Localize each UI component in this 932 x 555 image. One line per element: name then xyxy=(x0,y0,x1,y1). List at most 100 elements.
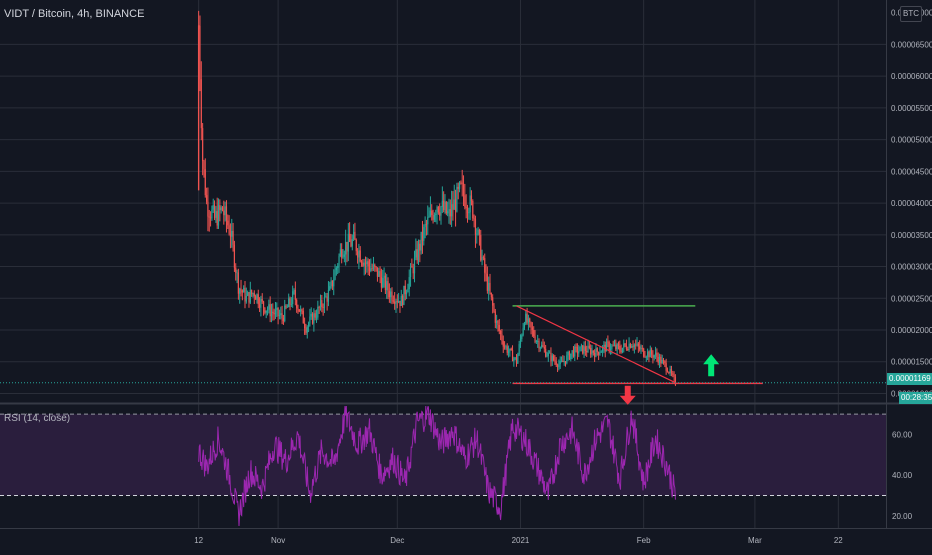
candle-body xyxy=(403,285,405,305)
candle-body xyxy=(417,243,420,261)
candle-body xyxy=(590,347,592,355)
rsi-title[interactable]: RSI (14, close) xyxy=(4,413,71,424)
candle-body xyxy=(523,323,526,328)
candle-body xyxy=(496,321,498,323)
candle-body xyxy=(363,262,365,266)
candle-body xyxy=(411,266,413,268)
price-axis-tick-label: 0.00005500 xyxy=(891,104,932,113)
candle-body xyxy=(346,241,348,252)
candle-body xyxy=(338,256,340,266)
candle-body xyxy=(360,261,363,263)
candle-body xyxy=(501,333,503,341)
price-axis-tick-label: 0.00001500 xyxy=(891,358,932,367)
candle-body xyxy=(318,306,320,308)
candle-body xyxy=(541,344,543,348)
candle-body xyxy=(235,267,237,273)
price-axis-tick-label: 0.00006000 xyxy=(891,72,932,81)
candle-body xyxy=(595,348,597,357)
candle-body xyxy=(485,272,487,275)
time-axis-tick-label: Dec xyxy=(390,536,404,545)
candle-body xyxy=(547,353,549,357)
candle-body xyxy=(521,335,523,340)
candle-body xyxy=(551,355,553,362)
candle-body xyxy=(454,199,457,212)
candle-body xyxy=(379,271,381,278)
candle-body xyxy=(286,307,288,308)
candle-body xyxy=(345,241,347,255)
candle-body xyxy=(347,233,349,252)
candle-body xyxy=(443,200,445,211)
candle-body xyxy=(436,206,438,214)
candle-body xyxy=(239,288,241,294)
candle-body xyxy=(652,354,654,358)
candle-body xyxy=(432,215,434,220)
candle-body xyxy=(253,293,255,297)
candle-body xyxy=(486,274,488,291)
candle-body xyxy=(507,351,510,353)
candle-body xyxy=(621,347,624,353)
price-axis-tick-label: 0.00003000 xyxy=(891,263,932,272)
candle-body xyxy=(402,295,404,305)
candle-body xyxy=(613,344,616,346)
candle-body xyxy=(457,186,459,189)
candle-body xyxy=(244,287,246,302)
currency-badge[interactable]: BTC xyxy=(900,6,922,22)
candle-body xyxy=(296,299,298,309)
candle-body xyxy=(502,340,504,347)
candle-body xyxy=(490,292,492,298)
price-axis-tick-label: 0.00005000 xyxy=(891,136,932,145)
candle-body xyxy=(587,345,589,353)
candle-body xyxy=(598,351,600,355)
price-axis-tick-label: 0.00002000 xyxy=(891,326,932,335)
candle-body xyxy=(284,305,286,321)
candle-body xyxy=(204,169,206,196)
candle-body xyxy=(633,344,635,348)
last-price-tag: 0.00001169 xyxy=(887,373,932,385)
candle-body xyxy=(445,201,447,214)
candle-body xyxy=(269,304,271,317)
candle-body xyxy=(566,355,568,364)
candle-body xyxy=(211,209,213,219)
candle-body xyxy=(503,346,506,348)
candle-body xyxy=(202,128,204,162)
candle-body xyxy=(464,195,466,207)
candle-body xyxy=(314,313,316,318)
candle-body xyxy=(492,297,494,306)
candle-body xyxy=(278,315,281,317)
candle-body xyxy=(482,257,484,259)
descending-trendline xyxy=(516,305,676,384)
candle-body xyxy=(509,348,511,352)
candle-body xyxy=(632,346,634,348)
candle-body xyxy=(470,195,473,202)
candle-body xyxy=(350,241,352,247)
candle-body xyxy=(423,227,425,241)
candle-body xyxy=(388,291,390,298)
candle-body xyxy=(636,343,638,345)
candle-body xyxy=(313,313,315,324)
candle-body xyxy=(599,352,601,355)
candle-body xyxy=(376,267,379,277)
candle-body xyxy=(217,205,220,226)
candle-body xyxy=(398,300,400,303)
candle-body xyxy=(416,249,418,261)
candle-body xyxy=(330,280,332,287)
candle-body xyxy=(562,360,564,363)
rsi-axis-tick-label: 40.00 xyxy=(892,471,913,480)
candle-body xyxy=(506,346,508,353)
candle-body xyxy=(619,345,621,351)
candle-body xyxy=(293,289,295,292)
candle-body xyxy=(206,195,208,202)
candle-body xyxy=(535,341,537,343)
candle-body xyxy=(493,305,495,312)
candle-body xyxy=(469,195,471,213)
candle-body xyxy=(554,360,556,362)
candle-body xyxy=(466,207,469,214)
candle-body xyxy=(419,243,421,251)
candle-body xyxy=(281,313,283,319)
candle-body xyxy=(207,201,209,217)
candle-body xyxy=(337,265,339,268)
candle-body xyxy=(407,288,409,293)
candle-body xyxy=(221,207,224,211)
candle-body xyxy=(262,301,265,308)
